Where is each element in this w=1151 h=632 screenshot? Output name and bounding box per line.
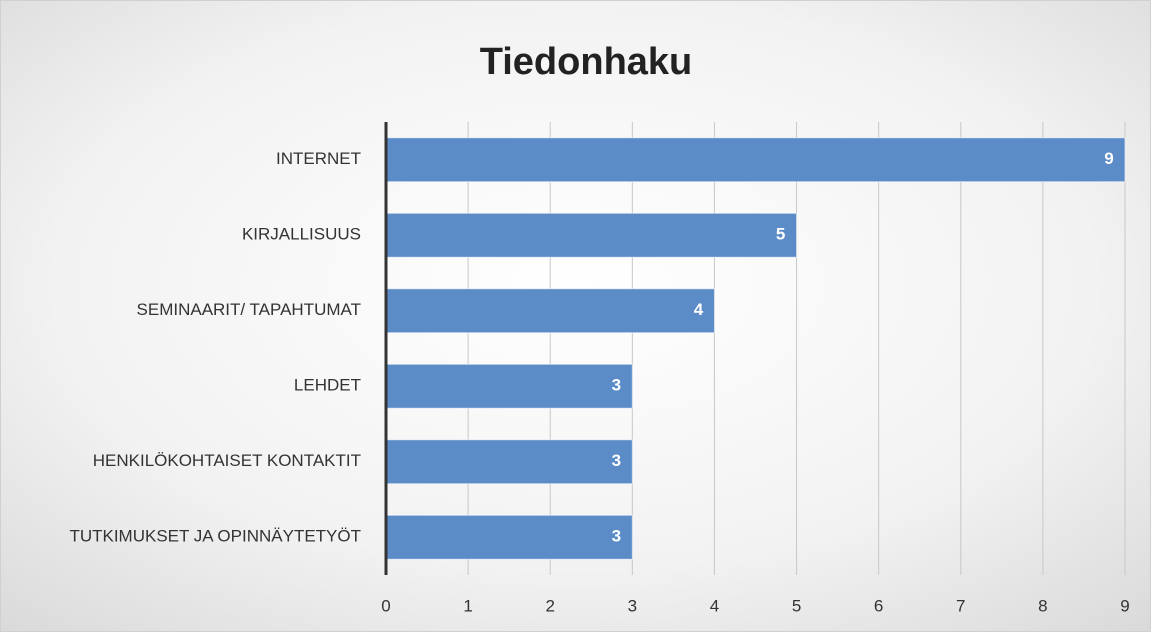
y-tick-label: TUTKIMUKSET JA OPINNÄYTETYÖT [69,527,361,546]
data-label: 9 [1104,149,1113,168]
y-tick-label: KIRJALLISUUS [242,225,361,244]
y-tick-label: INTERNET [276,149,361,168]
x-tick-label: 0 [381,596,390,615]
bar [385,137,1126,183]
bar [385,288,715,334]
data-label: 3 [612,376,621,395]
bar [385,212,798,258]
x-tick-label: 7 [956,596,965,615]
y-tick-label: LEHDET [294,376,361,395]
x-tick-label: 4 [710,596,719,615]
y-tick-label: HENKILÖKOHTAISET KONTAKTIT [93,451,361,470]
bar [385,439,633,485]
data-label: 3 [612,527,621,546]
x-tick-label: 5 [792,596,801,615]
data-label: 4 [694,300,704,319]
x-tick-label: 1 [463,596,472,615]
y-tick-label: SEMINAARIT/ TAPAHTUMAT [137,300,361,319]
chart-title: Tiedonhaku [480,41,693,83]
x-tick-label: 3 [628,596,637,615]
x-tick-label: 6 [874,596,883,615]
bar [385,363,633,409]
data-label: 5 [776,225,785,244]
x-tick-label: 2 [545,596,554,615]
data-label: 3 [612,451,621,470]
x-tick-label: 8 [1038,596,1047,615]
x-tick-label: 9 [1120,596,1129,615]
bar [385,514,633,560]
